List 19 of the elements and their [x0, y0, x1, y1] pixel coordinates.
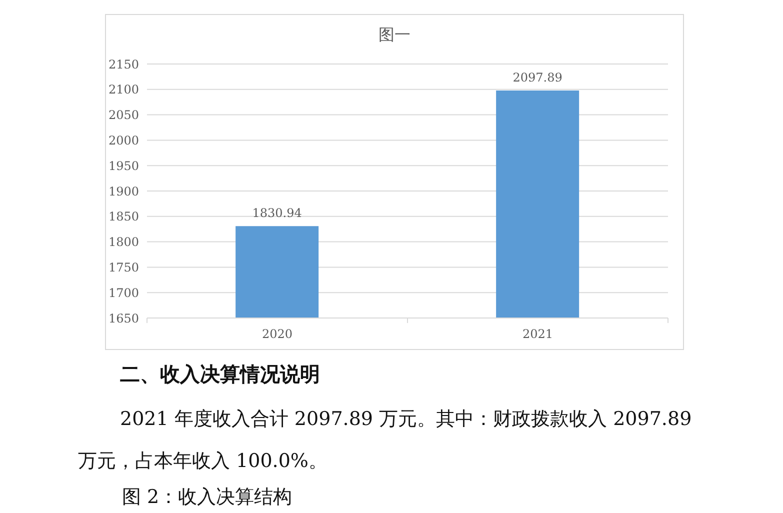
- y-tick-label: 1650: [108, 311, 139, 326]
- data-label: 1830.94: [252, 206, 302, 220]
- x-tick-label: 2021: [522, 327, 554, 341]
- y-tick-label: 1750: [108, 260, 139, 274]
- y-tick-label: 2000: [108, 133, 139, 148]
- y-tick-label: 2050: [108, 108, 139, 122]
- y-tick-label: 2100: [108, 82, 139, 97]
- y-tick-label: 1800: [108, 235, 139, 250]
- caption: 图 2：收入决算结构: [122, 485, 292, 510]
- y-tick-label: 2150: [108, 57, 139, 72]
- y-tick-label: 1850: [108, 210, 139, 224]
- y-tick-label: 1700: [108, 286, 139, 300]
- text: 2021 年度收入合计 2097.89 万元。其中：财政拨款收入 2097.89 万元，占本年收入 100.0%。: [78, 407, 693, 474]
- text: 二、收入决算情况说明: [120, 361, 320, 388]
- data-label: 2097.89: [512, 70, 562, 84]
- chart-title: 图一: [378, 25, 412, 46]
- y-tick-label: 1950: [108, 158, 139, 173]
- y-tick-label: 1900: [108, 184, 139, 198]
- x-tick-label: 2020: [262, 327, 293, 341]
